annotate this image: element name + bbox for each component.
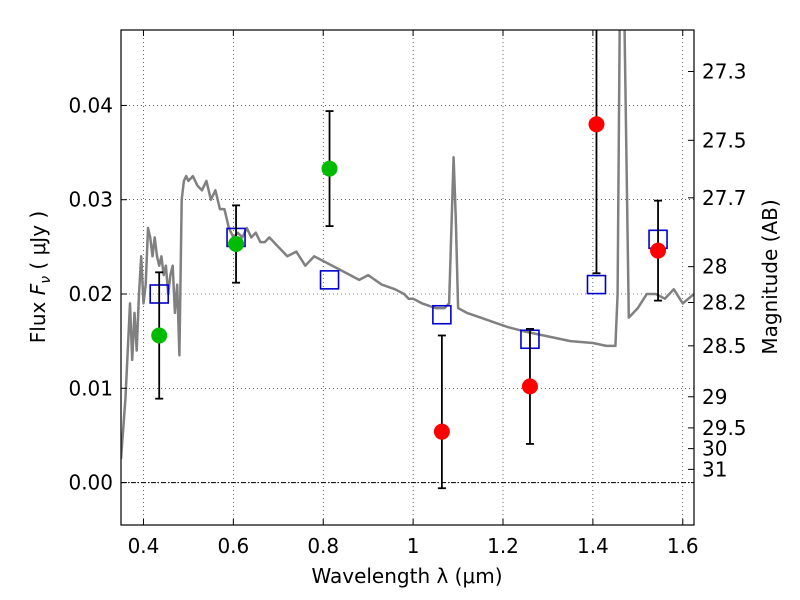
x-tick-label: 1 [407,534,420,558]
model-flux-square [432,304,452,325]
right-tick-label: 27.3 [702,59,747,83]
x-tick-label: 0.6 [217,534,249,558]
grid-layer [121,30,694,525]
y-tick-label: 0.01 [68,376,113,400]
observed-flux-point [321,160,338,177]
x-tick-label: 0.8 [307,534,339,558]
observed-flux-point [588,116,605,133]
observed-flux-point [650,242,667,259]
model-flux-square [586,274,607,295]
model-spectrum-line [121,30,694,460]
observed-flux-point [151,327,168,344]
x-tick-label: 0.4 [128,534,160,558]
right-tick-label: 28.2 [702,290,747,314]
right-tick-label: 29 [702,385,727,409]
observed-flux-point [433,423,450,440]
y-tick-label: 0.04 [68,93,113,117]
y-tick-label: 0.03 [68,188,113,212]
right-tick-label: 28 [702,255,727,279]
plot-frame [120,29,695,526]
tick-layer: 0.4 0.6 0.8 1 1.2 1.4 1.6 0.00 0.01 0.02 0.03 0.04 2… [68,30,747,558]
x-axis-title: Wavelength λ (μm) [311,564,502,588]
right-tick-label: 29.5 [702,416,747,440]
data-layer [121,30,694,490]
right-tick-label: 31 [702,457,727,481]
x-tick-label: 1.6 [667,534,699,558]
y-tick-label: 0.02 [68,282,113,306]
y-tick-label: 0.00 [68,471,113,495]
right-tick-label: 27.7 [702,186,747,210]
right-axis-title: Magnitude (AB) [758,199,782,354]
y-axis-title: Flux Fν ( μJy ) [26,211,54,343]
right-tick-label: 30 [702,437,727,461]
observed-flux-point [521,378,538,395]
x-tick-label: 1.2 [487,534,519,558]
x-tick-label: 1.4 [577,534,609,558]
right-tick-label: 27.5 [702,128,747,152]
right-tick-label: 28.5 [702,334,747,358]
observed-flux-point [228,236,245,253]
model-flux-square [319,270,340,290]
